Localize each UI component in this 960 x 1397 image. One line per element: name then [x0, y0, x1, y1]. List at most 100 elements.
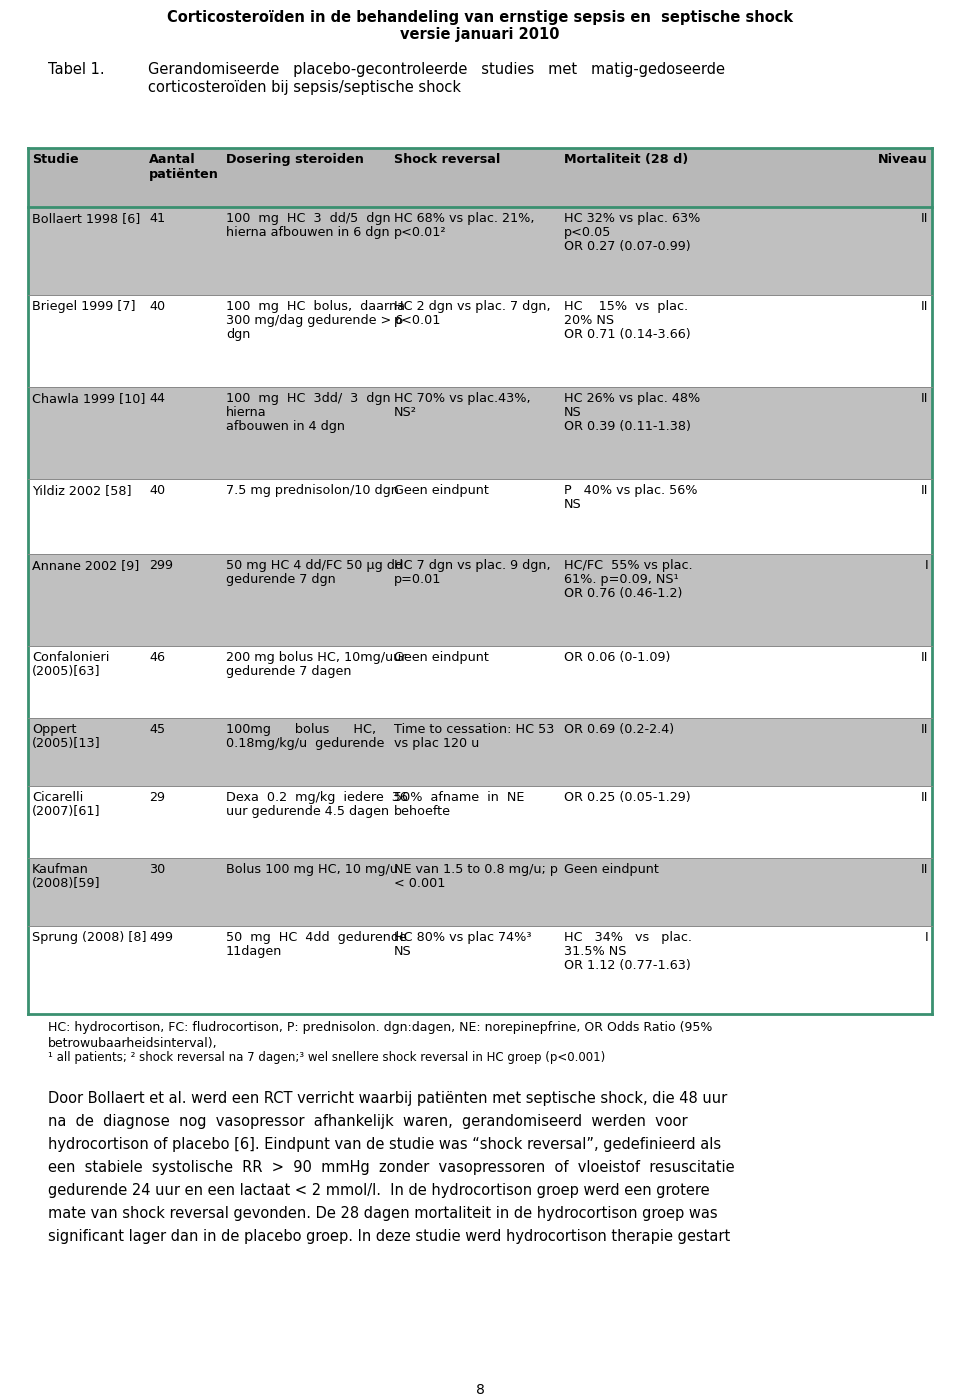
Text: Corticosteroïden in de behandeling van ernstige sepsis en  septische shock: Corticosteroïden in de behandeling van e…	[167, 10, 793, 25]
Text: Briegel 1999 [7]: Briegel 1999 [7]	[32, 300, 135, 313]
Text: HC: hydrocortison, FC: fludrocortison, P: prednisolon. dgn:dagen, NE: norepinepf: HC: hydrocortison, FC: fludrocortison, P…	[48, 1021, 712, 1034]
Text: II: II	[921, 863, 928, 876]
Text: 61%. p=0.09, NS¹: 61%. p=0.09, NS¹	[564, 573, 679, 585]
Text: behoefte: behoefte	[394, 805, 451, 819]
Text: Niveau: Niveau	[878, 154, 928, 166]
Text: mate van shock reversal gevonden. De 28 dagen mortaliteit in de hydrocortison gr: mate van shock reversal gevonden. De 28 …	[48, 1206, 718, 1221]
Text: significant lager dan in de placebo groep. In deze studie werd hydrocortison the: significant lager dan in de placebo groe…	[48, 1229, 731, 1243]
Text: Gerandomiseerde   placebo-gecontroleerde   studies   met   matig-gedoseerde: Gerandomiseerde placebo-gecontroleerde s…	[148, 61, 725, 77]
Text: II: II	[921, 483, 928, 497]
Text: 31.5% NS: 31.5% NS	[564, 944, 627, 958]
Text: Dexa  0.2  mg/kg  iedere  36: Dexa 0.2 mg/kg iedere 36	[226, 791, 408, 805]
Text: Cicarelli: Cicarelli	[32, 791, 84, 805]
Text: gedurende 7 dagen: gedurende 7 dagen	[226, 665, 351, 678]
Text: HC 32% vs plac. 63%: HC 32% vs plac. 63%	[564, 212, 701, 225]
Text: vs plac 120 u: vs plac 120 u	[394, 738, 479, 750]
Text: HC    15%  vs  plac.: HC 15% vs plac.	[564, 300, 688, 313]
Text: betrowubaarheidsinterval),: betrowubaarheidsinterval),	[48, 1037, 218, 1051]
Text: Kaufman: Kaufman	[32, 863, 89, 876]
Text: 299: 299	[149, 559, 173, 571]
Text: p<0.01²: p<0.01²	[394, 226, 446, 239]
Text: hydrocortison of placebo [6]. Eindpunt van de studie was “shock reversal”, gedef: hydrocortison of placebo [6]. Eindpunt v…	[48, 1137, 721, 1153]
Text: Studie: Studie	[32, 154, 79, 166]
Text: OR 0.71 (0.14-3.66): OR 0.71 (0.14-3.66)	[564, 328, 690, 341]
Text: Shock reversal: Shock reversal	[394, 154, 500, 166]
Bar	[28, 718, 932, 787]
Text: ¹ all patients; ² shock reversal na 7 dagen;³ wel snellere shock reversal in HC : ¹ all patients; ² shock reversal na 7 da…	[48, 1051, 605, 1065]
Text: hierna: hierna	[226, 407, 267, 419]
Text: p<0.05: p<0.05	[564, 226, 612, 239]
Text: 40: 40	[149, 483, 165, 497]
Text: Door Bollaert et al. werd een RCT verricht waarbij patiënten met septische shock: Door Bollaert et al. werd een RCT verric…	[48, 1091, 728, 1106]
Text: Mortaliteit (28 d): Mortaliteit (28 d)	[564, 154, 688, 166]
Bar	[28, 645, 932, 718]
Text: II: II	[921, 393, 928, 405]
Text: 100mg      bolus      HC,: 100mg bolus HC,	[226, 724, 376, 736]
Text: gedurende 7 dgn: gedurende 7 dgn	[226, 573, 336, 585]
Text: Bolus 100 mg HC, 10 mg/u: Bolus 100 mg HC, 10 mg/u	[226, 863, 397, 876]
Text: p=0.01: p=0.01	[394, 573, 442, 585]
Text: OR 0.39 (0.11-1.38): OR 0.39 (0.11-1.38)	[564, 420, 691, 433]
Text: II: II	[921, 791, 928, 805]
Text: 7.5 mg prednisolon/10 dgn: 7.5 mg prednisolon/10 dgn	[226, 483, 398, 497]
Bar	[28, 207, 932, 295]
Text: HC 80% vs plac 74%³: HC 80% vs plac 74%³	[394, 930, 532, 944]
Text: 45: 45	[149, 724, 165, 736]
Text: Tabel 1.: Tabel 1.	[48, 61, 105, 77]
Text: OR 0.69 (0.2-2.4): OR 0.69 (0.2-2.4)	[564, 724, 674, 736]
Text: NE van 1.5 to 0.8 mg/u; p: NE van 1.5 to 0.8 mg/u; p	[394, 863, 558, 876]
Text: 11dagen: 11dagen	[226, 944, 282, 958]
Text: 100  mg  HC  bolus,  daarna: 100 mg HC bolus, daarna	[226, 300, 405, 313]
Text: (2007)[61]: (2007)[61]	[32, 805, 101, 819]
Text: Annane 2002 [9]: Annane 2002 [9]	[32, 559, 139, 571]
Text: Oppert: Oppert	[32, 724, 77, 736]
Text: HC 68% vs plac. 21%,: HC 68% vs plac. 21%,	[394, 212, 535, 225]
Text: dgn: dgn	[226, 328, 251, 341]
Text: II: II	[921, 651, 928, 664]
Text: NS: NS	[564, 407, 582, 419]
Text: OR 0.76 (0.46-1.2): OR 0.76 (0.46-1.2)	[564, 587, 683, 599]
Bar	[28, 295, 932, 387]
Text: 30: 30	[149, 863, 165, 876]
Bar	[28, 555, 932, 645]
Text: NS²: NS²	[394, 407, 417, 419]
Text: 40: 40	[149, 300, 165, 313]
Text: HC 26% vs plac. 48%: HC 26% vs plac. 48%	[564, 393, 700, 405]
Text: Time to cessation: HC 53: Time to cessation: HC 53	[394, 724, 554, 736]
Text: 100  mg  HC  3  dd/5  dgn: 100 mg HC 3 dd/5 dgn	[226, 212, 391, 225]
Text: HC 7 dgn vs plac. 9 dgn,: HC 7 dgn vs plac. 9 dgn,	[394, 559, 551, 571]
Text: Yildiz 2002 [58]: Yildiz 2002 [58]	[32, 483, 132, 497]
Text: II: II	[921, 724, 928, 736]
Text: HC/FC  55% vs plac.: HC/FC 55% vs plac.	[564, 559, 692, 571]
Text: Bollaert 1998 [6]: Bollaert 1998 [6]	[32, 212, 140, 225]
Text: I: I	[924, 559, 928, 571]
Text: OR 0.27 (0.07-0.99): OR 0.27 (0.07-0.99)	[564, 240, 690, 253]
Text: Sprung (2008) [8]: Sprung (2008) [8]	[32, 930, 147, 944]
Text: II: II	[921, 212, 928, 225]
Text: 29: 29	[149, 791, 165, 805]
Text: < 0.001: < 0.001	[394, 877, 445, 890]
Bar	[28, 148, 932, 207]
Text: OR 1.12 (0.77-1.63): OR 1.12 (0.77-1.63)	[564, 958, 691, 972]
Text: p<0.01: p<0.01	[394, 314, 442, 327]
Bar	[28, 858, 932, 926]
Text: afbouwen in 4 dgn: afbouwen in 4 dgn	[226, 420, 345, 433]
Text: 44: 44	[149, 393, 165, 405]
Text: Chawla 1999 [10]: Chawla 1999 [10]	[32, 393, 145, 405]
Text: NS: NS	[394, 944, 412, 958]
Text: 50  mg  HC  4dd  gedurende: 50 mg HC 4dd gedurende	[226, 930, 407, 944]
Text: Aantal
patiënten: Aantal patiënten	[149, 154, 219, 182]
Text: II: II	[921, 300, 928, 313]
Text: een  stabiele  systolische  RR  >  90  mmHg  zonder  vasopressoren  of  vloeisto: een stabiele systolische RR > 90 mmHg zo…	[48, 1160, 734, 1175]
Text: 50 mg HC 4 dd/FC 50 μg dd: 50 mg HC 4 dd/FC 50 μg dd	[226, 559, 403, 571]
Text: na  de  diagnose  nog  vasopressor  afhankelijk  waren,  gerandomiseerd  werden : na de diagnose nog vasopressor afhankeli…	[48, 1113, 687, 1129]
Text: gedurende 24 uur en een lactaat < 2 mmol/l.  In de hydrocortison groep werd een : gedurende 24 uur en een lactaat < 2 mmol…	[48, 1183, 709, 1199]
Text: HC   34%   vs   plac.: HC 34% vs plac.	[564, 930, 692, 944]
Text: 8: 8	[475, 1383, 485, 1397]
Text: 200 mg bolus HC, 10mg/uur: 200 mg bolus HC, 10mg/uur	[226, 651, 406, 664]
Text: (2005)[13]: (2005)[13]	[32, 738, 101, 750]
Text: HC 70% vs plac.43%,: HC 70% vs plac.43%,	[394, 393, 531, 405]
Bar	[28, 479, 932, 555]
Text: Dosering steroiden: Dosering steroiden	[226, 154, 364, 166]
Bar	[28, 787, 932, 858]
